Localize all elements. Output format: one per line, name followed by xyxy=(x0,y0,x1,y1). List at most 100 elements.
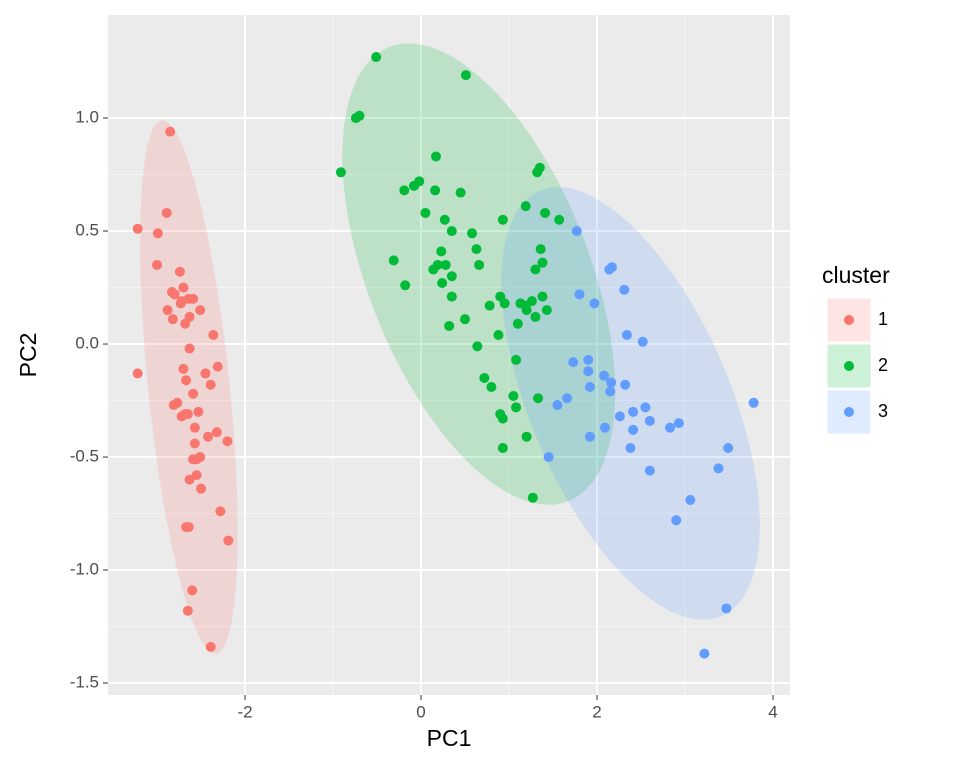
point xyxy=(437,278,448,289)
point xyxy=(508,391,519,402)
point xyxy=(399,185,410,196)
point xyxy=(161,207,172,218)
point xyxy=(571,226,582,237)
point xyxy=(584,381,595,392)
point xyxy=(203,431,214,442)
point xyxy=(543,452,554,463)
point xyxy=(520,201,531,212)
point xyxy=(195,305,206,316)
point xyxy=(208,330,219,340)
point xyxy=(178,282,189,293)
point xyxy=(188,293,199,304)
y-tick-label: 1.0 xyxy=(75,108,99,127)
point xyxy=(621,330,632,340)
point xyxy=(460,314,471,325)
point xyxy=(168,400,179,411)
point xyxy=(472,341,483,352)
point xyxy=(699,648,710,659)
point xyxy=(535,244,546,255)
point xyxy=(665,422,676,433)
point xyxy=(471,244,482,255)
point xyxy=(181,375,192,386)
point xyxy=(640,402,651,413)
legend-marker xyxy=(844,315,854,325)
point xyxy=(162,305,173,316)
point xyxy=(723,442,734,453)
point xyxy=(335,167,346,178)
point xyxy=(511,402,522,413)
point xyxy=(499,298,510,309)
point xyxy=(189,438,200,449)
point xyxy=(174,266,185,277)
point xyxy=(439,214,450,225)
point xyxy=(606,377,617,388)
point xyxy=(205,641,216,652)
point xyxy=(467,228,478,239)
point xyxy=(215,506,226,517)
y-tick-label: 0.0 xyxy=(75,334,99,353)
cluster-ellipse xyxy=(140,120,238,654)
point xyxy=(673,418,684,429)
point xyxy=(350,113,361,124)
point xyxy=(625,442,636,453)
point xyxy=(430,151,441,162)
point xyxy=(541,305,552,316)
point xyxy=(644,415,655,426)
point xyxy=(167,314,178,325)
cluster-ellipse xyxy=(342,43,616,505)
point xyxy=(540,207,551,218)
point xyxy=(400,280,411,291)
point xyxy=(685,494,696,505)
point xyxy=(584,431,595,442)
legend-label: 2 xyxy=(878,355,888,375)
point xyxy=(606,262,617,273)
point xyxy=(554,214,565,225)
legend-label: 1 xyxy=(878,309,888,329)
point xyxy=(713,463,724,474)
point xyxy=(748,397,759,408)
point xyxy=(526,296,537,307)
point xyxy=(175,298,186,309)
point xyxy=(583,366,594,377)
point xyxy=(181,522,192,533)
point xyxy=(455,187,466,198)
point xyxy=(671,515,682,526)
point xyxy=(182,409,193,420)
point xyxy=(222,436,233,447)
point xyxy=(530,311,541,322)
point xyxy=(187,585,198,596)
point xyxy=(211,427,222,438)
point xyxy=(189,422,200,433)
point xyxy=(532,167,543,178)
x-tick-label: 0 xyxy=(416,702,425,721)
point xyxy=(184,343,195,354)
point xyxy=(486,381,497,392)
point xyxy=(371,52,382,63)
point xyxy=(430,185,441,196)
point xyxy=(484,300,495,311)
point xyxy=(193,406,204,417)
point xyxy=(436,246,447,257)
legend-title: cluster xyxy=(822,262,890,288)
point xyxy=(205,379,216,390)
point xyxy=(182,605,193,616)
point xyxy=(200,368,211,379)
point xyxy=(497,214,508,225)
legend-marker xyxy=(844,407,854,417)
point xyxy=(428,264,439,275)
point xyxy=(620,379,631,390)
point xyxy=(574,289,585,300)
point xyxy=(589,298,600,309)
point xyxy=(583,354,594,365)
plot-panel xyxy=(108,15,790,695)
point xyxy=(599,422,610,433)
point xyxy=(552,400,563,411)
point xyxy=(568,357,579,368)
point xyxy=(132,223,143,234)
point xyxy=(537,257,548,268)
legend-label: 3 xyxy=(878,401,888,421)
point xyxy=(599,370,610,381)
point xyxy=(628,424,639,435)
point xyxy=(152,259,163,270)
point xyxy=(180,318,191,329)
